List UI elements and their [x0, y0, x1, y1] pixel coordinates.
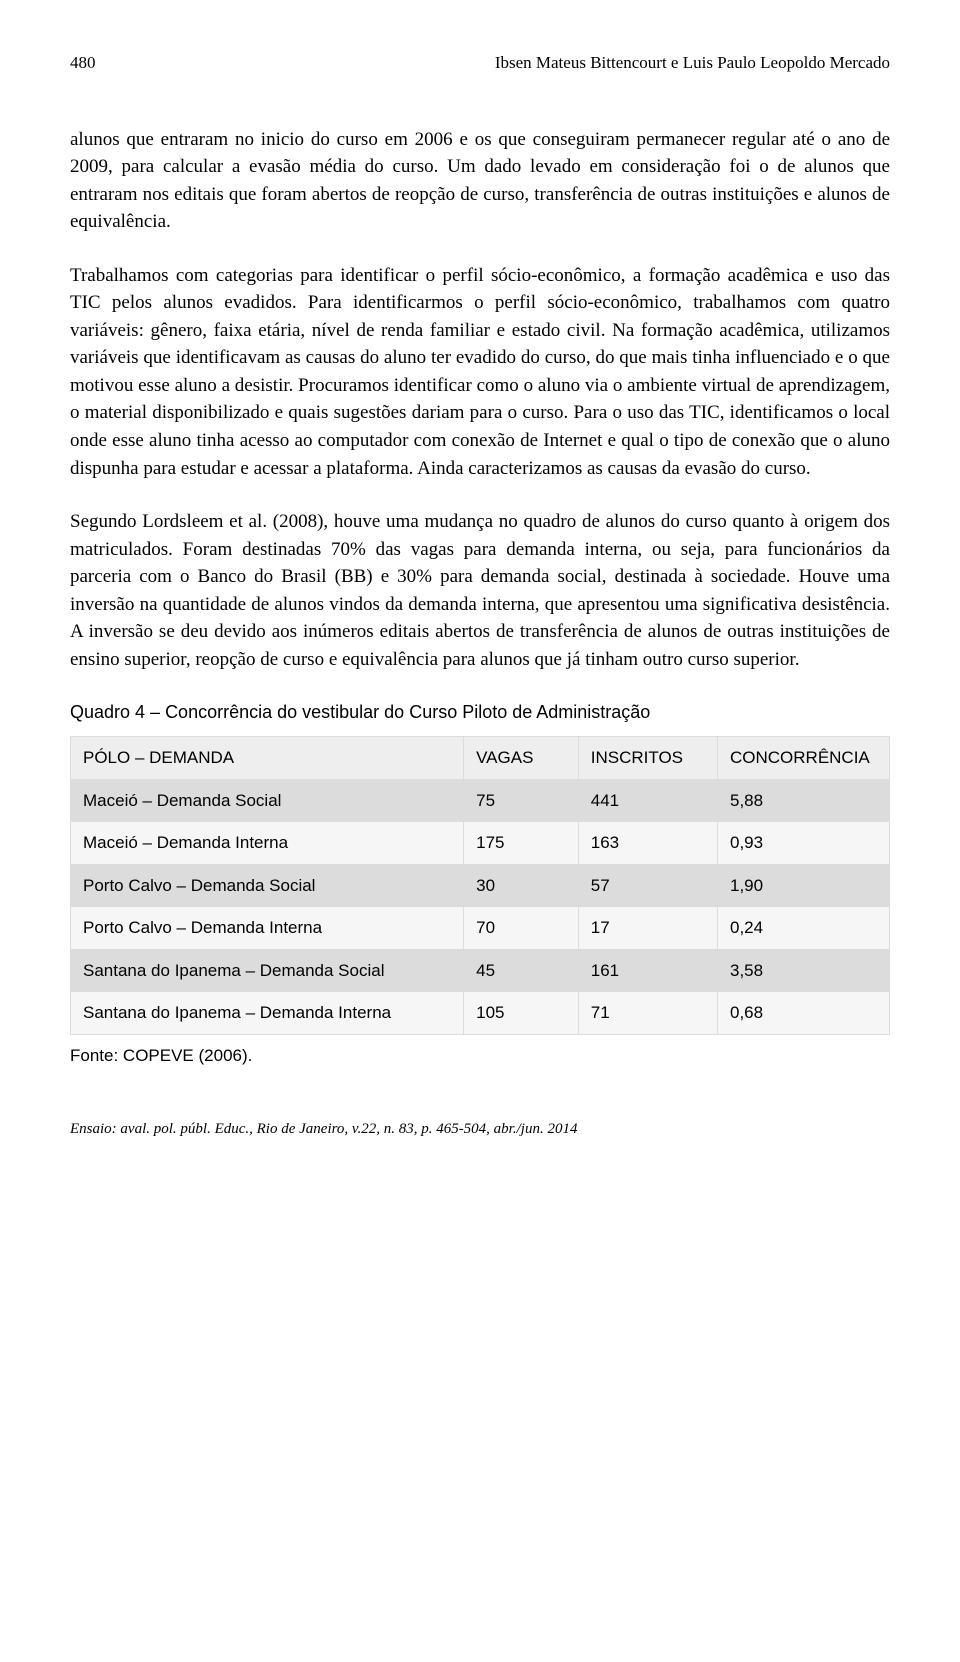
cell-vagas: 75 — [464, 779, 579, 822]
th-vagas: VAGAS — [464, 737, 579, 780]
table-row: Maceió – Demanda Interna1751630,93 — [71, 822, 890, 865]
table-header-row: PÓLO – DEMANDA VAGAS INSCRITOS CONCORRÊN… — [71, 737, 890, 780]
cell-concorrencia: 3,58 — [717, 949, 889, 992]
cell-vagas: 30 — [464, 864, 579, 907]
footer-citation: Ensaio: aval. pol. públ. Educ., Rio de J… — [70, 1118, 890, 1141]
cell-polo: Maceió – Demanda Interna — [71, 822, 464, 865]
cell-inscritos: 163 — [578, 822, 717, 865]
table-row: Maceió – Demanda Social754415,88 — [71, 779, 890, 822]
cell-concorrencia: 5,88 — [717, 779, 889, 822]
cell-polo: Porto Calvo – Demanda Interna — [71, 907, 464, 950]
th-polo: PÓLO – DEMANDA — [71, 737, 464, 780]
cell-vagas: 45 — [464, 949, 579, 992]
th-inscritos: INSCRITOS — [578, 737, 717, 780]
cell-polo: Santana do Ipanema – Demanda Interna — [71, 992, 464, 1035]
cell-inscritos: 441 — [578, 779, 717, 822]
cell-inscritos: 57 — [578, 864, 717, 907]
cell-vagas: 175 — [464, 822, 579, 865]
cell-vagas: 105 — [464, 992, 579, 1035]
table-source: Fonte: COPEVE (2006). — [70, 1043, 890, 1069]
table-row: Santana do Ipanema – Demanda Interna1057… — [71, 992, 890, 1035]
cell-polo: Maceió – Demanda Social — [71, 779, 464, 822]
cell-inscritos: 161 — [578, 949, 717, 992]
cell-concorrencia: 0,93 — [717, 822, 889, 865]
th-concorrencia: CONCORRÊNCIA — [717, 737, 889, 780]
paragraph-3: Segundo Lordsleem et al. (2008), houve u… — [70, 508, 890, 673]
cell-polo: Santana do Ipanema – Demanda Social — [71, 949, 464, 992]
table-row: Porto Calvo – Demanda Social30571,90 — [71, 864, 890, 907]
cell-inscritos: 17 — [578, 907, 717, 950]
table-row: Porto Calvo – Demanda Interna70170,24 — [71, 907, 890, 950]
cell-concorrencia: 1,90 — [717, 864, 889, 907]
concorrencia-table: PÓLO – DEMANDA VAGAS INSCRITOS CONCORRÊN… — [70, 736, 890, 1035]
cell-concorrencia: 0,68 — [717, 992, 889, 1035]
authors-line: Ibsen Mateus Bittencourt e Luis Paulo Le… — [495, 50, 890, 76]
page-number: 480 — [70, 50, 96, 76]
cell-polo: Porto Calvo – Demanda Social — [71, 864, 464, 907]
table-title: Quadro 4 – Concorrência do vestibular do… — [70, 699, 890, 726]
cell-concorrencia: 0,24 — [717, 907, 889, 950]
cell-inscritos: 71 — [578, 992, 717, 1035]
cell-vagas: 70 — [464, 907, 579, 950]
page-header: 480 Ibsen Mateus Bittencourt e Luis Paul… — [70, 50, 890, 76]
table-row: Santana do Ipanema – Demanda Social45161… — [71, 949, 890, 992]
paragraph-2: Trabalhamos com categorias para identifi… — [70, 262, 890, 482]
paragraph-1: alunos que entraram no inicio do curso e… — [70, 126, 890, 236]
